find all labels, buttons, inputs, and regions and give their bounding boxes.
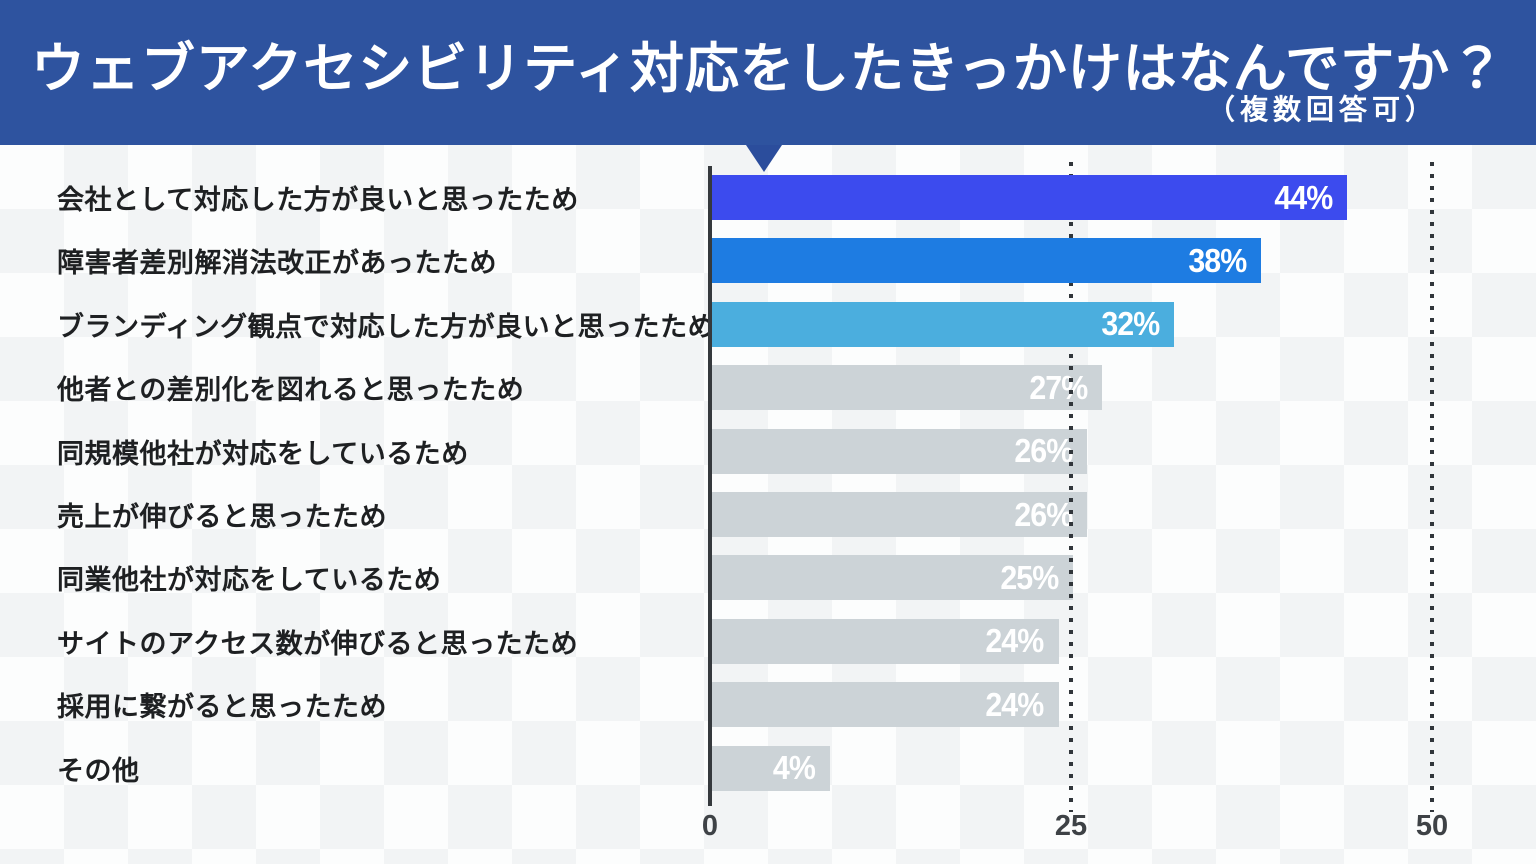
category-label: サイトのアクセス数が伸びると思ったため: [57, 628, 579, 659]
bar: 4%: [712, 745, 830, 791]
bar: 24%: [712, 682, 1059, 728]
bar-row: ブランディング観点で対応した方が良いと思ったため 32%: [0, 301, 1536, 347]
category-label: 同規模他社が対応をしているため: [57, 438, 469, 469]
bar: 25%: [712, 555, 1073, 601]
bar-value-label: 44%: [1274, 178, 1334, 216]
x-tick-label-25: 25: [1054, 810, 1088, 842]
bar-value-label: 24%: [985, 685, 1045, 723]
bar-row: サイトのアクセス数が伸びると思ったため 24%: [0, 618, 1536, 664]
bar: 26%: [712, 492, 1088, 537]
bar-value-label: 25%: [1000, 558, 1059, 596]
bar-row: 売上が伸びると思ったため 26%: [0, 492, 1536, 537]
bar: 44%: [712, 175, 1348, 220]
chart-title: ウェブアクセシビリティ対応をしたきっかけはなんですか？: [30, 39, 1506, 99]
bar-row: 障害者差別解消法改正があったため 38%: [0, 238, 1536, 284]
bar: 38%: [712, 238, 1261, 284]
bar: 24%: [712, 618, 1059, 664]
bar-value-label: 4%: [773, 749, 816, 787]
gridline-50: [1430, 162, 1434, 812]
category-label: 採用に繋がると思ったため: [57, 692, 387, 723]
bar-value-label: 24%: [985, 622, 1045, 660]
header-banner: ウェブアクセシビリティ対応をしたきっかけはなんですか？ （複数回答可）: [0, 0, 1536, 145]
gridline-25: [1069, 162, 1073, 812]
category-label: 障害者差別解消法改正があったため: [57, 248, 497, 279]
bar-value-label: 26%: [1014, 432, 1074, 470]
bar-row: 同規模他社が対応をしているため 26%: [0, 428, 1536, 474]
category-label: 売上が伸びると思ったため: [57, 502, 387, 532]
category-label: 同業他社が対応をしているため: [57, 565, 442, 596]
bar-value-label: 27%: [1029, 368, 1088, 406]
category-label: 他者との差別化を図れると思ったため: [57, 375, 525, 406]
category-label: 会社として対応した方が良いと思ったため: [57, 185, 579, 215]
chart-subtitle: （複数回答可）: [1206, 94, 1438, 125]
category-label: その他: [57, 755, 140, 786]
bar-value-label: 26%: [1014, 495, 1074, 533]
header-pointer-triangle-icon: [746, 145, 782, 172]
bar: 32%: [712, 301, 1175, 347]
category-label: ブランディング観点で対応した方が良いと思ったため: [57, 311, 716, 342]
bar-row: その他 4%: [0, 745, 1536, 791]
bar-value-label: 38%: [1187, 241, 1247, 279]
bar-row: 同業他社が対応をしているため 25%: [0, 555, 1536, 601]
y-axis-line: [708, 166, 712, 806]
bar-row: 採用に繋がると思ったため 24%: [0, 682, 1536, 728]
bar: 26%: [712, 428, 1088, 474]
x-tick-label-50: 50: [1415, 810, 1449, 842]
bar: 27%: [712, 365, 1102, 411]
x-tick-label-0: 0: [701, 810, 719, 842]
bar-value-label: 32%: [1101, 305, 1160, 343]
bar-row: 会社として対応した方が良いと思ったため 44%: [0, 175, 1536, 220]
bar-row: 他者との差別化を図れると思ったため 27%: [0, 365, 1536, 411]
